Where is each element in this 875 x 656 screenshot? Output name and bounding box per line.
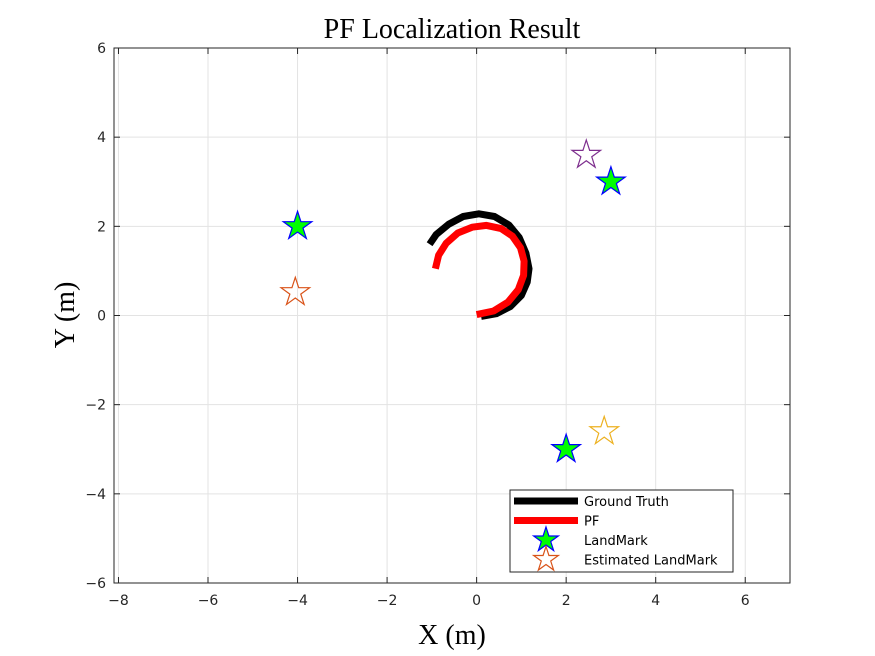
y-tick-label: 6 [97, 41, 106, 57]
y-tick-label: 2 [97, 219, 106, 235]
landmark-star [281, 209, 314, 241]
estimated-landmark-star [570, 138, 603, 169]
legend-landmark-label: LandMark [584, 534, 648, 549]
estimated-landmark-star [279, 275, 312, 307]
x-tick-label: −6 [198, 593, 219, 609]
data-layer [279, 138, 628, 463]
y-axis-label: Y (m) [50, 282, 81, 349]
x-tick-label: 6 [741, 593, 750, 609]
x-tick-label: 2 [562, 593, 571, 609]
ground-truth-line [426, 210, 533, 320]
y-tick-label: 0 [97, 309, 106, 325]
legend: Ground Truth PF LandMark Estimated LandMark [509, 489, 734, 573]
y-tick-label: −2 [85, 398, 106, 414]
y-tick-label: −6 [85, 576, 106, 592]
legend-ground-truth-label: Ground Truth [584, 495, 669, 510]
x-tick-label: −4 [287, 593, 308, 609]
chart-title: PF Localization Result [324, 14, 581, 45]
legend-estimated-landmark-label: Estimated LandMark [584, 554, 718, 569]
legend-estimated-landmark-star-icon [531, 544, 561, 572]
legend-pf-label: PF [584, 515, 599, 530]
estimated-landmark-star [588, 414, 621, 446]
y-tick-label: −4 [85, 487, 106, 503]
landmark-star [594, 164, 628, 196]
x-axis-label: X (m) [418, 620, 486, 651]
pf-line [431, 221, 528, 319]
y-tick-label: 4 [97, 130, 106, 146]
x-tick-label: −2 [377, 593, 398, 609]
x-tick-label: 4 [651, 593, 660, 609]
x-tick-label: 0 [472, 593, 481, 609]
landmark-star [550, 432, 583, 463]
x-tick-label: −8 [108, 593, 129, 609]
